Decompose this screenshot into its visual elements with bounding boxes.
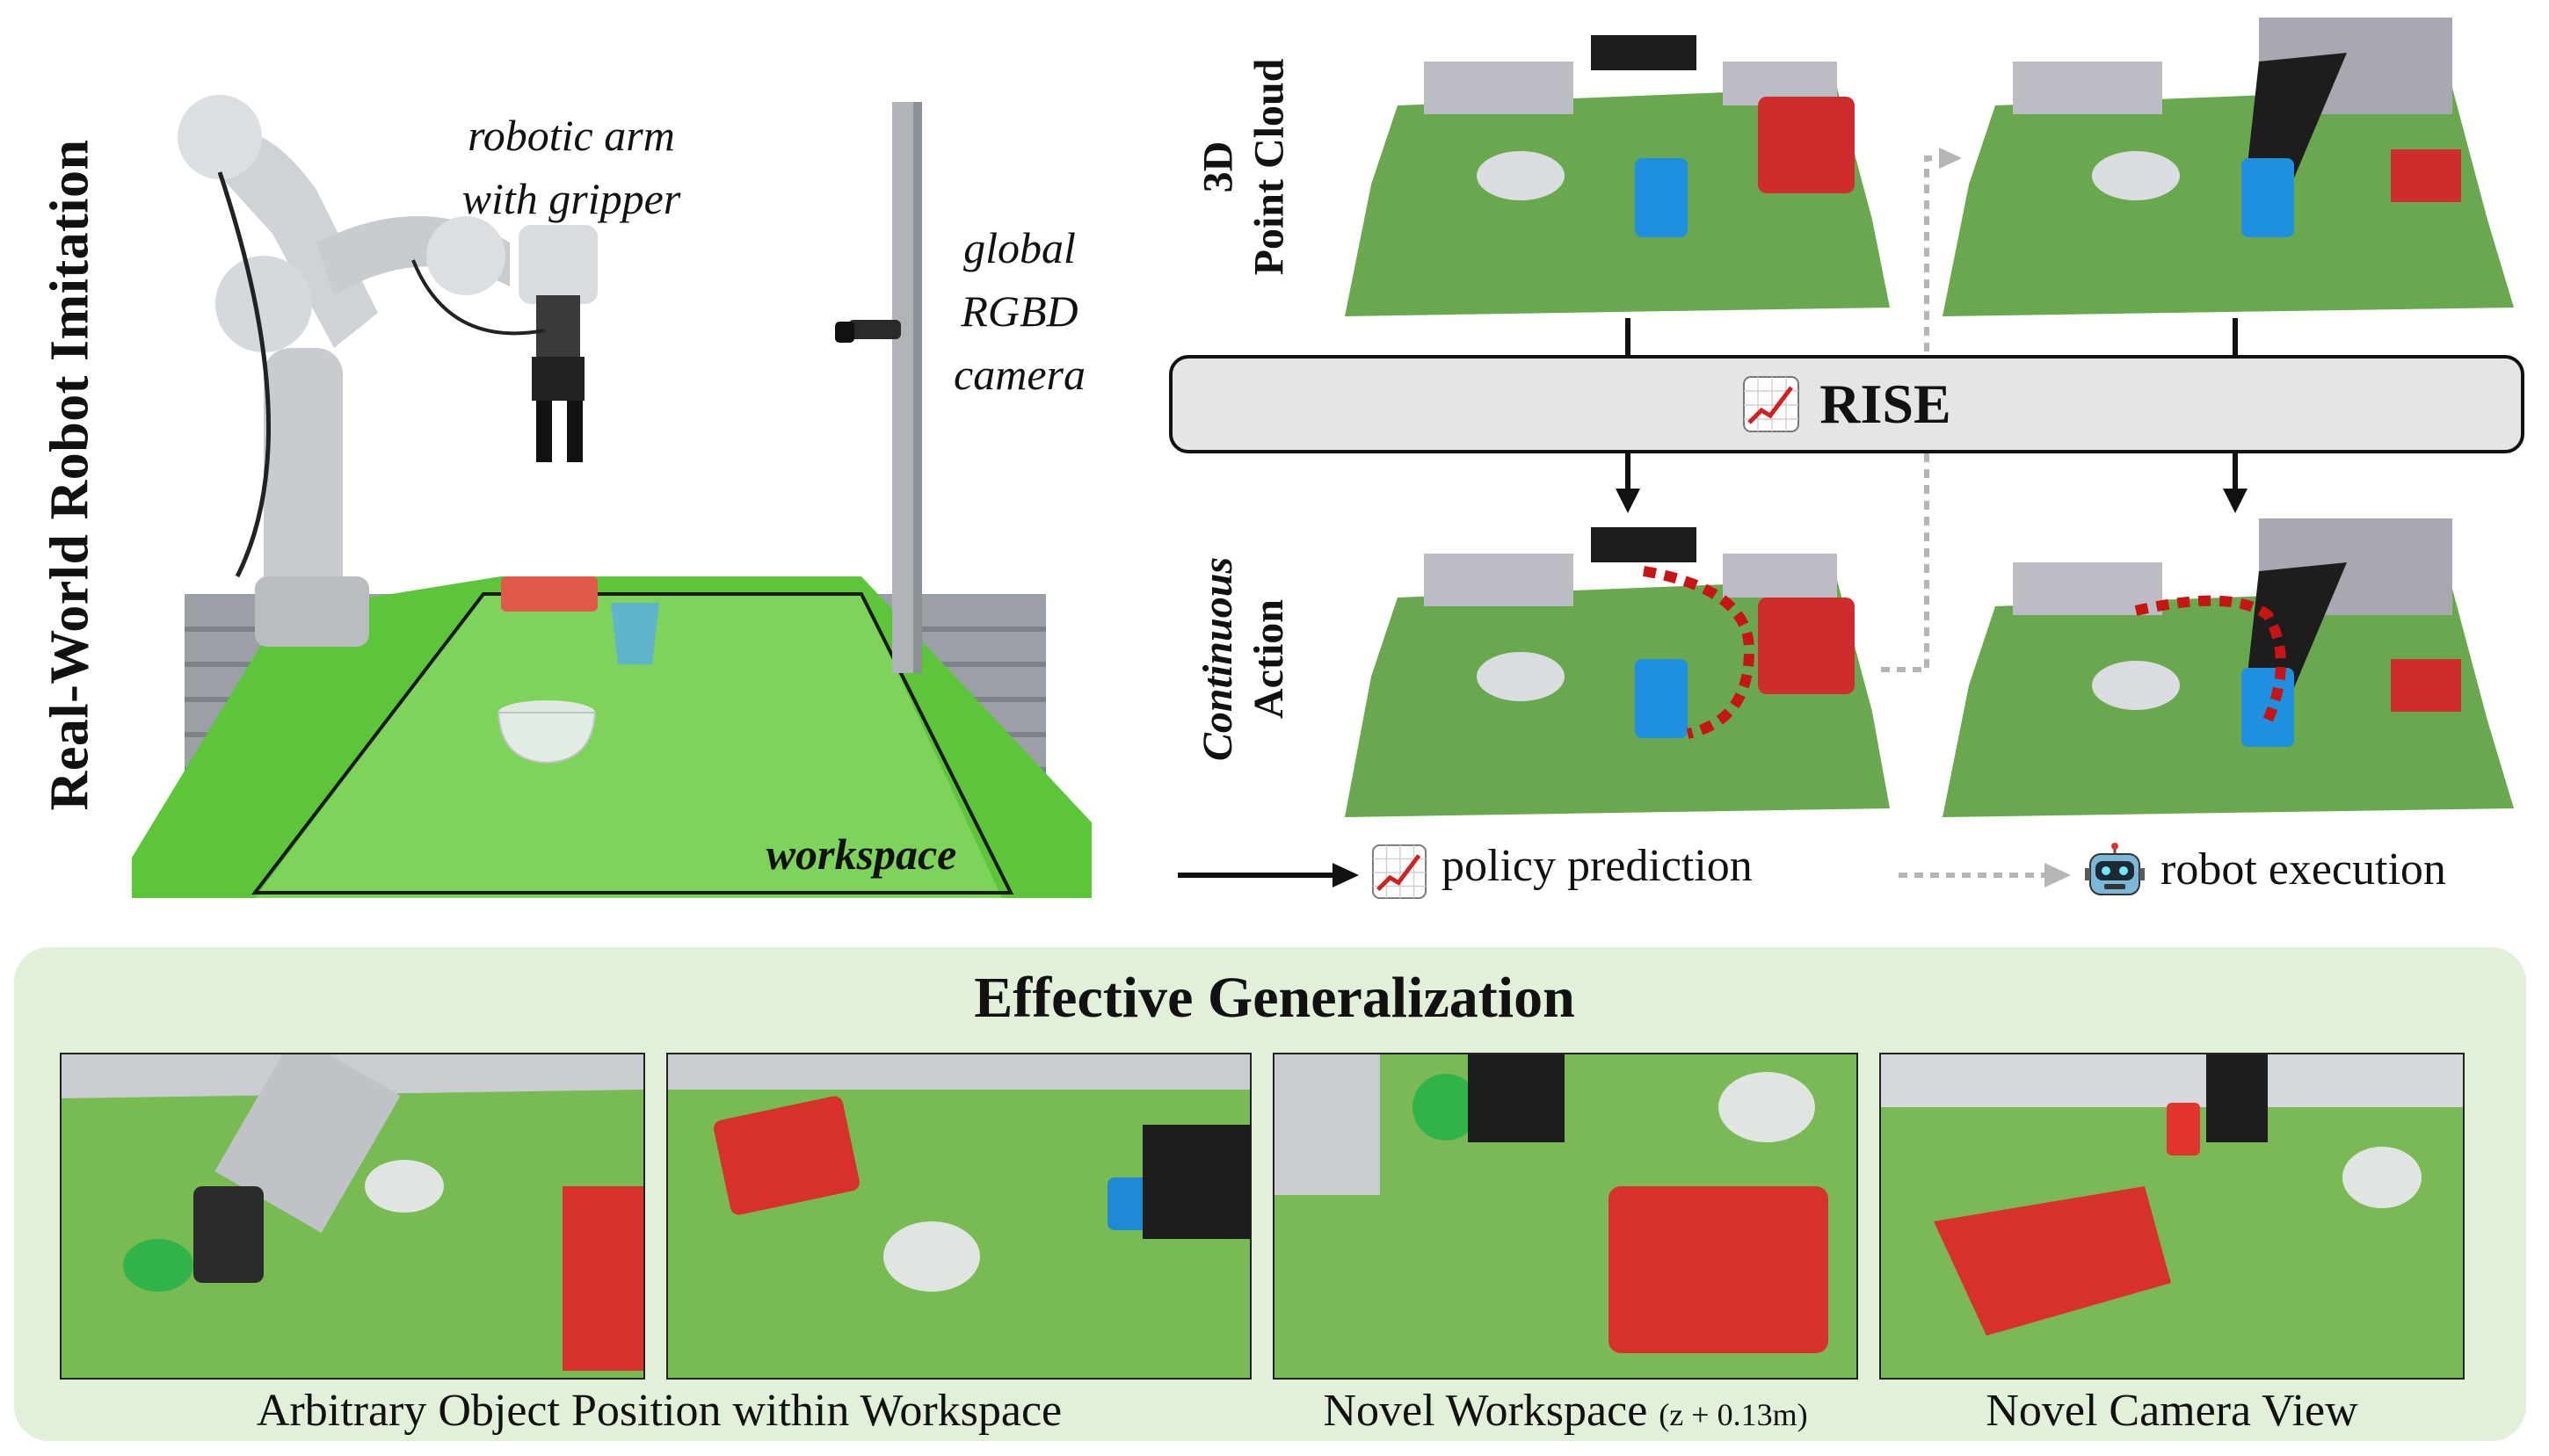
point-cloud-1	[1345, 35, 1890, 316]
legend-dashed-arrow	[1899, 863, 2071, 887]
robot-icon	[2085, 843, 2145, 895]
bowl	[497, 712, 597, 764]
chart-increasing-icon	[1371, 844, 1427, 900]
rise-title: RISE	[1819, 373, 1951, 435]
cup-blue	[611, 603, 659, 664]
chart-increasing-icon	[1743, 376, 1800, 432]
point-cloud-4	[1943, 518, 2514, 817]
pc-cup	[1635, 158, 1688, 237]
point-cloud-3	[1345, 527, 1890, 817]
workspace-outline	[251, 592, 1014, 895]
rise-model-box: RISE	[1169, 355, 2524, 453]
trajectory-2	[2134, 595, 2286, 723]
label-workspace: workspace	[766, 829, 957, 879]
caption-novel-camera: Novel Camera View	[1986, 1386, 2358, 1436]
legend-robot-execution: robot execution	[2160, 844, 2446, 895]
gen-image-novel-camera	[1879, 1053, 2465, 1380]
label-camera: global RGBD camera	[954, 223, 1086, 399]
pc-basket	[1758, 97, 1855, 193]
gen-image-arbitrary-1	[60, 1053, 645, 1380]
gen-image-novel-workspace	[1273, 1053, 1858, 1380]
setup-photo	[132, 84, 1092, 898]
pc-bowl	[1477, 151, 1565, 200]
side-title: Real-World Robot Imitation	[40, 139, 100, 810]
caption-novel-workspace: Novel Workspace (z + 0.13m)	[1323, 1386, 1808, 1436]
basket-small	[501, 576, 598, 612]
setup-illustration	[132, 95, 1092, 898]
label-robotic-arm: robotic arm with gripper	[461, 111, 681, 223]
trajectory-1	[1643, 566, 1755, 739]
legend-solid-arrow	[1178, 863, 1359, 887]
generalization-title: Effective Generalization	[974, 966, 1575, 1030]
gen-image-arbitrary-2	[666, 1053, 1252, 1380]
caption-arbitrary-position: Arbitrary Object Position within Workspa…	[256, 1386, 1063, 1436]
legend-policy-prediction: policy prediction	[1442, 841, 1753, 891]
point-cloud-2	[1943, 18, 2514, 316]
